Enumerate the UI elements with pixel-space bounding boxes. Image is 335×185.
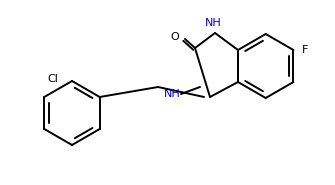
Text: Cl: Cl (47, 74, 58, 84)
Text: NH: NH (205, 18, 221, 28)
Text: O: O (171, 32, 179, 42)
Text: NH: NH (163, 89, 180, 99)
Text: F: F (302, 45, 308, 55)
